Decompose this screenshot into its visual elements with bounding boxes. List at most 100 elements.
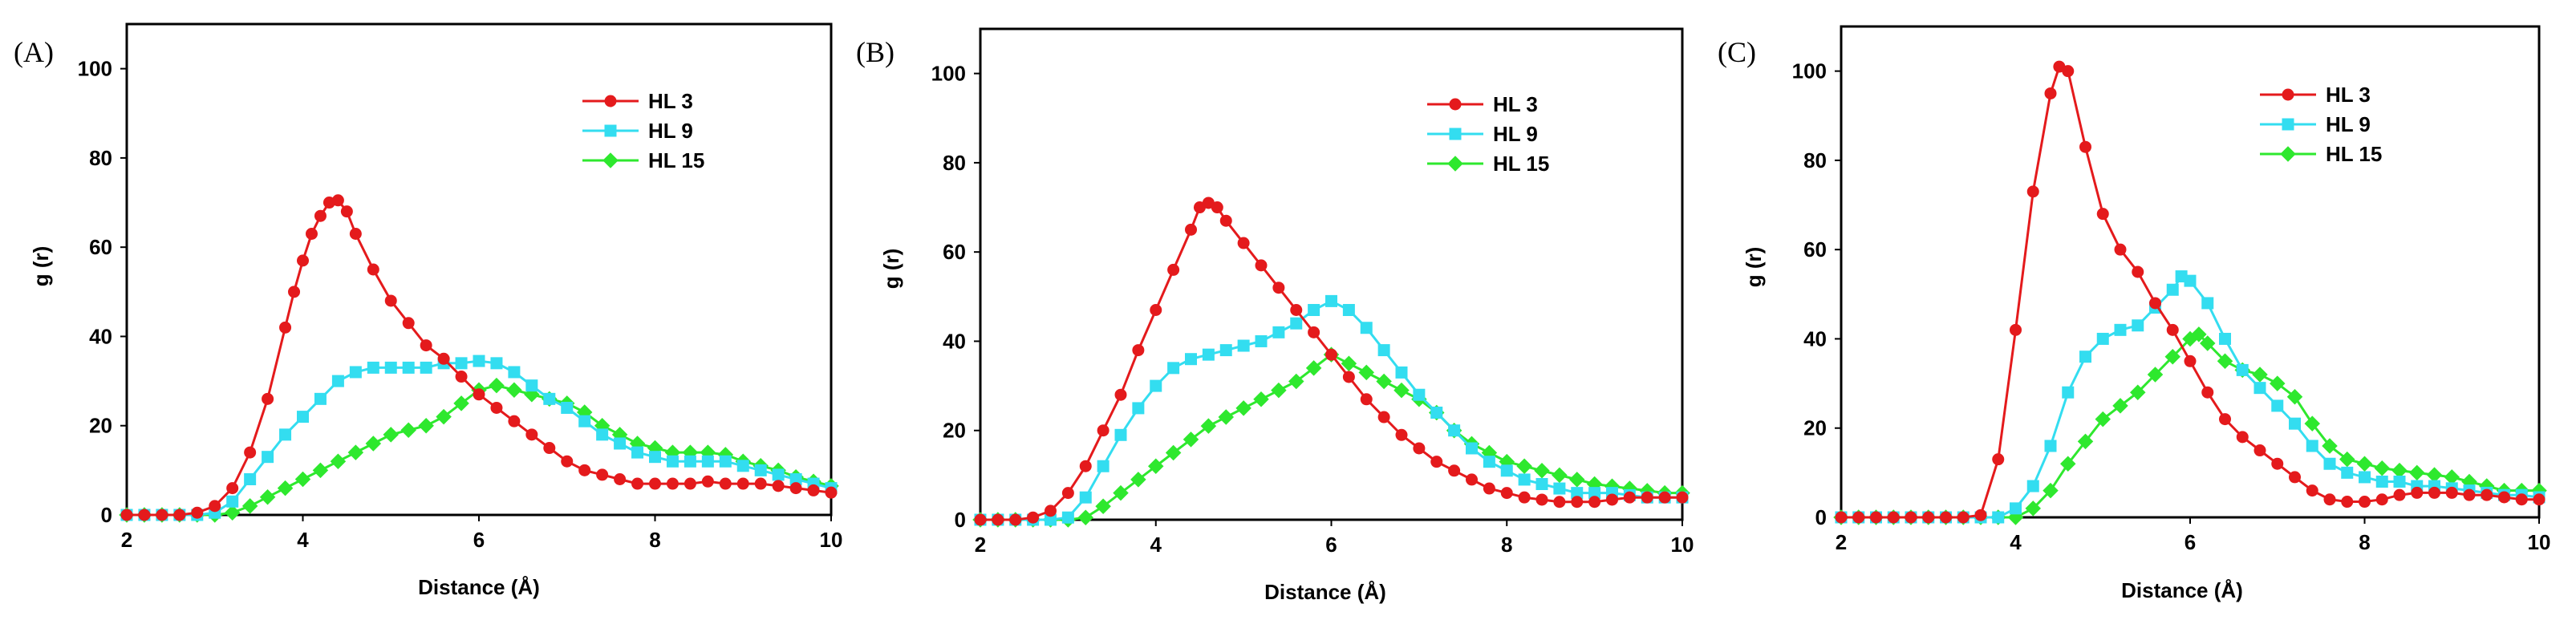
panel-b-series-hl3-point — [992, 513, 1004, 526]
panel-c-series-hl3-point — [1974, 509, 1987, 521]
panel-b-legend-item-hl3: HL 3 — [1427, 92, 1538, 116]
panel-c-series-hl3-point — [2289, 471, 2301, 484]
panel-a-series-hl3-point — [367, 263, 379, 276]
panel-b-series-hl3-point — [1079, 460, 1092, 472]
panel-a-series-hl9-point — [543, 392, 556, 405]
panel-a-series-hl3-point — [331, 194, 344, 207]
panel-c-series-hl9-point — [2010, 502, 2022, 515]
panel-c-series-hl3-point — [2306, 484, 2318, 497]
panel-a-series-hl9-point — [244, 472, 257, 485]
panel-c-series-hl3-point — [2428, 486, 2440, 499]
panel-a-x-tick-label: 8 — [649, 528, 660, 552]
panel-b-legend-label-hl3: HL 3 — [1493, 92, 1538, 116]
panel-c-legend-marker-hl3 — [2282, 88, 2294, 101]
panel-b-series-hl9-point — [1448, 424, 1461, 437]
panel-c-series-hl9-point — [2359, 471, 2371, 484]
panel-b-series-hl9-point — [1500, 464, 1513, 477]
panel-c-series-hl9-point — [2393, 475, 2406, 488]
panel-label-a: (A) — [14, 36, 54, 68]
panel-a-series-hl9-point — [349, 366, 362, 379]
panel-c-series-hl3-point — [2236, 431, 2249, 444]
panel-a-legend-item-hl9: HL 9 — [582, 119, 693, 143]
panel-a-series-hl3-point — [297, 254, 309, 267]
panel-label-b: (B) — [856, 36, 895, 68]
panel-b-legend-label-hl15: HL 15 — [1493, 152, 1549, 176]
panel-c-series-hl3-point — [1852, 511, 1865, 524]
panel-c-series-hl9-point — [2114, 323, 2127, 336]
panel-c-series-hl3-point — [2219, 413, 2231, 426]
panel-a-series-hl9-point — [666, 455, 679, 468]
panel-c-plot-frame — [1840, 25, 2541, 519]
panel-b-series-hl3-point — [1132, 344, 1145, 357]
panel-a-series-hl9-point — [402, 361, 415, 374]
panel-a-series-hl9-point — [789, 472, 802, 485]
panel-a-legend: HL 3 HL 9 HL 15 — [582, 89, 704, 172]
panel-b-series-hl15-point — [1341, 355, 1357, 372]
panel-b-series-hl3-point — [1413, 442, 1426, 455]
panel-a-series-hl3-point — [120, 509, 133, 521]
panel-c-series-hl15-point — [2025, 500, 2041, 517]
panel-b-legend-marker-hl15 — [1447, 156, 1463, 172]
panel-c-series-hl15-point — [2252, 367, 2268, 383]
panel-c-series-hl15-point — [2043, 482, 2059, 499]
panel-c-series-hl9-point — [2236, 363, 2249, 376]
panel-a-series-hl9-point — [561, 401, 574, 414]
panel-c-series-hl9-point — [2375, 475, 2388, 488]
panel-b-legend-marker-hl3 — [1449, 98, 1462, 111]
panel-b-series-hl3-point — [1377, 411, 1390, 423]
panel-b-series-hl9-point — [1202, 348, 1215, 361]
panel-a-series-hl3-point — [525, 428, 538, 441]
panel-c-y-tick-label: 60 — [1803, 237, 1827, 261]
panel-a-series-hl9-point — [420, 361, 432, 374]
panel-a-series-hl15-point — [330, 453, 347, 469]
panel-b-series-hl3-point — [1518, 491, 1531, 504]
panel-a-series-hl3-point — [402, 317, 415, 330]
panel-a-series-hl9-point — [596, 428, 609, 441]
panel-a-series-hl3-point — [473, 388, 485, 401]
panel-b-series-hl3-point — [1571, 496, 1584, 509]
panel-a-series-hl9-point — [649, 451, 661, 464]
panel-c-series-hl15-point — [2391, 462, 2408, 479]
panel-a-series-hl9-point — [772, 468, 785, 481]
panel-a-series-hl15-point — [277, 480, 294, 496]
panel-b-series-hl9-point — [1255, 334, 1268, 347]
panel-b-y-tick-label: 0 — [955, 508, 966, 532]
panel-c-series-hl15-point — [2060, 456, 2076, 472]
panel-b-series-hl3-point — [1045, 505, 1057, 517]
panel-a-series-hl15-point — [418, 417, 434, 434]
panel-a-series-hl9-point — [384, 361, 397, 374]
panel-a-series-hl9-point — [614, 437, 627, 450]
panel-a-series-hl9-point — [473, 355, 485, 367]
panel-a-series-hl15-point — [347, 444, 364, 460]
panel-b-series-hl9 — [974, 294, 1689, 526]
panel-b-series-hl9-point — [1535, 477, 1548, 490]
panel-c-series-hl3-point — [1835, 511, 1848, 524]
panel-c-legend-item-hl3: HL 3 — [2260, 83, 2371, 107]
panel-a-series-hl3-point — [701, 475, 714, 488]
panel-a-legend-marker-hl9 — [604, 124, 617, 137]
panel-c-series-hl9-point — [2044, 440, 2057, 452]
panel-a-series-hl3-point — [490, 401, 503, 414]
panel-a-series-hl3-point — [789, 482, 802, 495]
panel-b-series-hl3-point — [1061, 487, 1074, 500]
panel-c-series-hl3-point — [2271, 457, 2284, 470]
panel-b-series-hl3-point — [1009, 513, 1022, 526]
panel-a-series-hl9-point — [736, 460, 749, 472]
panel-c-series-hl15-point — [2444, 469, 2460, 485]
panel-a-series-hl3-point — [173, 509, 186, 521]
panel-c-y-axis-title: g (r) — [1742, 247, 1766, 288]
panel-b-series-hl9-point — [1553, 482, 1566, 495]
panel-c-series-hl3-point — [2463, 488, 2476, 501]
panel-c-series-hl3-point — [2026, 185, 2039, 198]
panel-c-series-hl9 — [1835, 270, 2546, 524]
panel-b-series-hl15-point — [1095, 498, 1111, 515]
panel-b-series-hl9-point — [1132, 402, 1145, 415]
panel-b-series-hl15-point — [1376, 373, 1392, 390]
panel-c-series-hl3-point — [2166, 323, 2179, 336]
panel-c-y-tick-label: 0 — [1815, 505, 1827, 529]
panel-a-series-hl3-point — [226, 482, 239, 495]
panel-b-series-hl15-point — [1516, 458, 1532, 474]
panel-a-series-hl3-point — [772, 480, 785, 492]
